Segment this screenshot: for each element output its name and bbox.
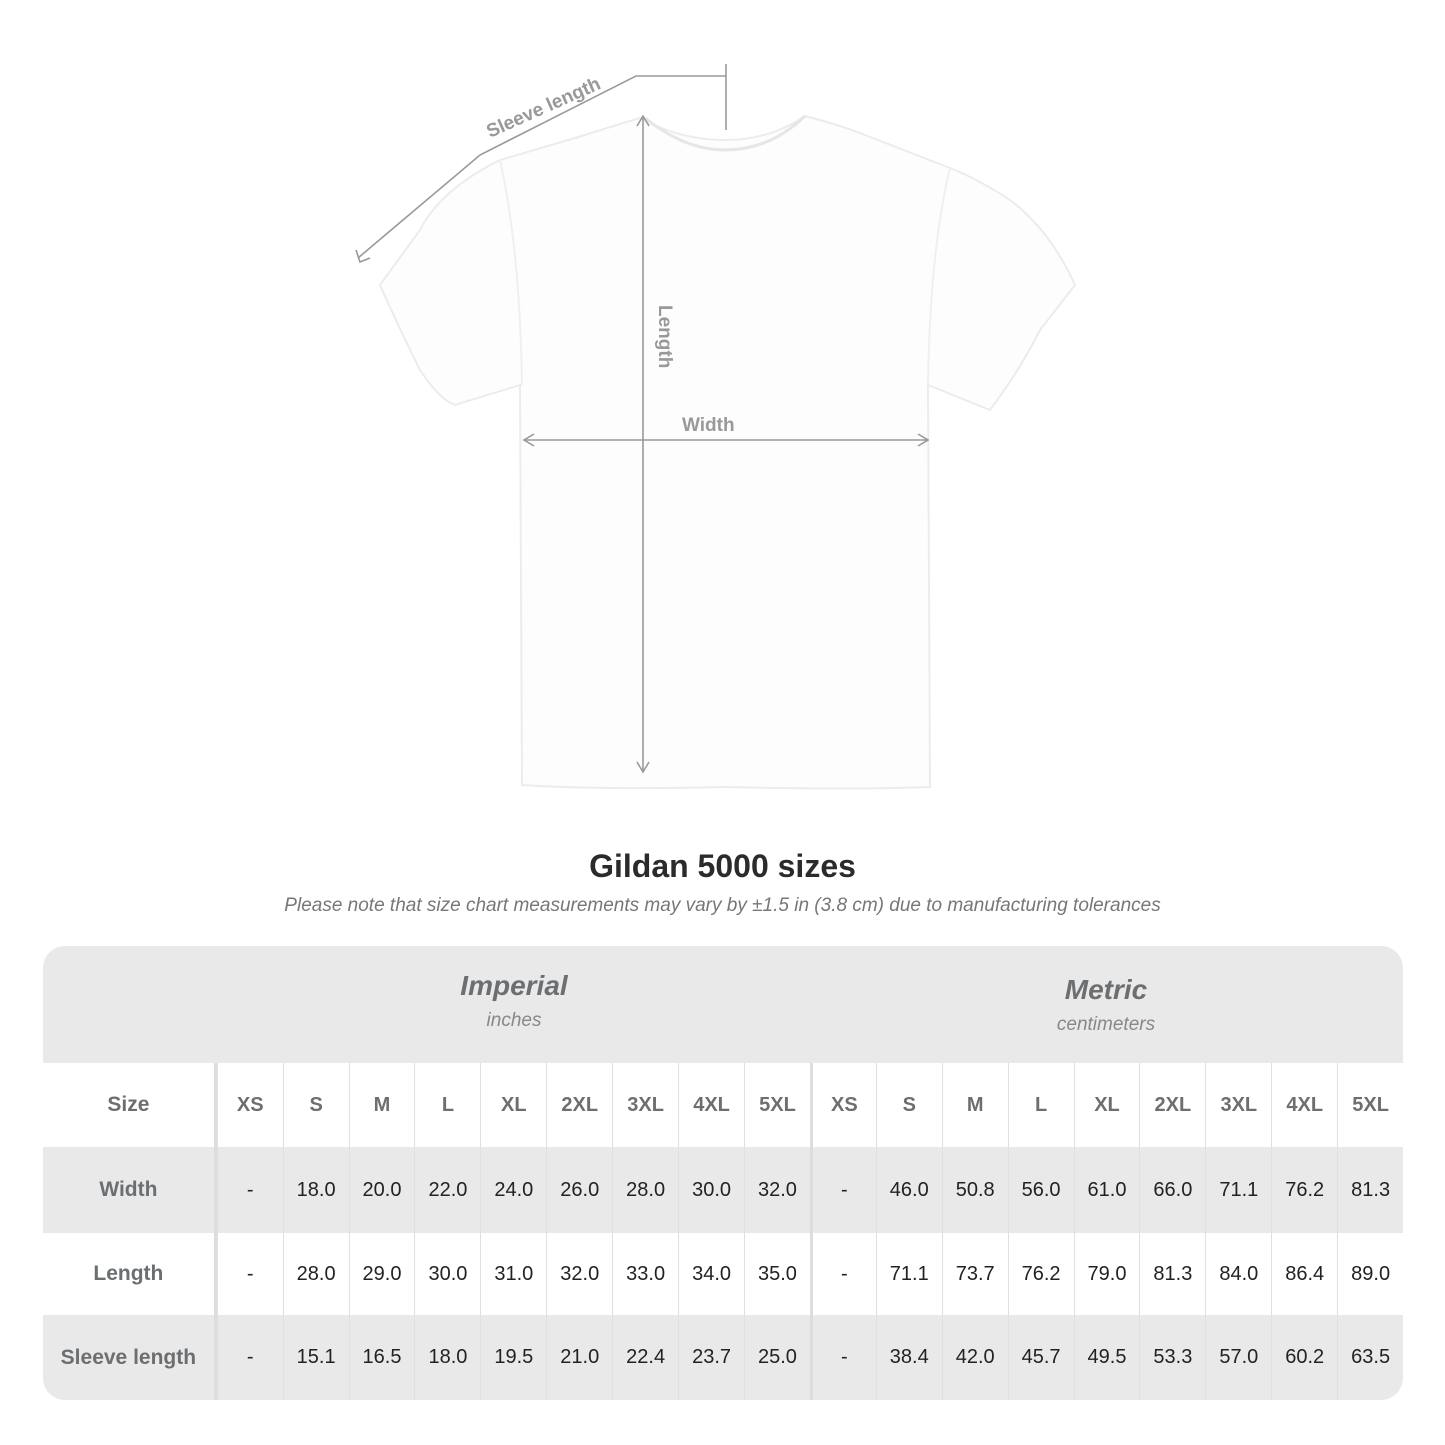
table-cell-imperial: 19.5 xyxy=(480,1315,546,1400)
table-cell-metric: 73.7 xyxy=(941,1233,1008,1315)
table-cell-metric: 50.8 xyxy=(941,1147,1008,1233)
size-header-metric: 3XL xyxy=(1205,1063,1271,1147)
table-cell-metric: - xyxy=(809,1147,876,1233)
table-cell-metric: 49.5 xyxy=(1073,1315,1140,1400)
table-cell-metric: 89.0 xyxy=(1337,1233,1403,1315)
table-cell-imperial: 28.0 xyxy=(282,1233,349,1315)
table-cell-metric: 46.0 xyxy=(875,1147,942,1233)
table-row: Width -18.0 20.0 22.0 24.0 26.0 28.0 30.0 32.0-4… xyxy=(43,1147,1403,1233)
chart-title: Gildan 5000 sizes xyxy=(589,848,856,884)
size-header-metric: XL xyxy=(1073,1063,1140,1147)
imperial-unit: inches xyxy=(486,1010,542,1031)
size-header-metric: XS xyxy=(809,1063,876,1147)
table-row: Length -28.0 29.0 30.0 31.0 32.0 33.0 34.0 35.0-… xyxy=(43,1233,1403,1315)
metric-title: Metric xyxy=(1064,974,1148,1005)
table-cell-imperial: 30.0 xyxy=(414,1233,480,1315)
size-header-imperial: S xyxy=(282,1063,349,1147)
table-cell-metric: 71.1 xyxy=(1205,1147,1271,1233)
table-cell-imperial: 18.0 xyxy=(282,1147,349,1233)
tolerance-note: Please note that size chart measurements… xyxy=(284,895,1161,916)
table-cell-metric: 76.2 xyxy=(1007,1233,1074,1315)
size-header-metric: 4XL xyxy=(1271,1063,1337,1147)
table-cell-metric: 53.3 xyxy=(1139,1315,1205,1400)
table-cell-metric: 76.2 xyxy=(1271,1147,1337,1233)
size-label: Size xyxy=(43,1063,217,1147)
table-cell-imperial: 35.0 xyxy=(744,1233,810,1315)
row-label: Length xyxy=(43,1233,217,1315)
table-cell-metric: 60.2 xyxy=(1271,1315,1337,1400)
size-header-metric: L xyxy=(1007,1063,1074,1147)
table-cell-metric: 57.0 xyxy=(1205,1315,1271,1400)
table-cell-imperial: 22.0 xyxy=(414,1147,480,1233)
table-cell-metric: - xyxy=(809,1315,876,1400)
table-cell-metric: 81.3 xyxy=(1337,1147,1403,1233)
table-cell-imperial: 33.0 xyxy=(612,1233,678,1315)
table-cell-imperial: 34.0 xyxy=(678,1233,744,1315)
metric-unit: centimeters xyxy=(1056,1014,1156,1035)
table-cell-imperial: 26.0 xyxy=(546,1147,612,1233)
table-cell-imperial: 30.0 xyxy=(678,1147,744,1233)
tshirt-image xyxy=(378,114,1077,790)
size-header-imperial: 4XL xyxy=(678,1063,744,1147)
table-cell-imperial: 31.0 xyxy=(480,1233,546,1315)
table-header-band xyxy=(43,946,1403,1063)
table-cell-imperial: 18.0 xyxy=(414,1315,480,1400)
table-cell-metric: 66.0 xyxy=(1139,1147,1205,1233)
table-cell-metric: 45.7 xyxy=(1007,1315,1074,1400)
table-cell-imperial: 22.4 xyxy=(612,1315,678,1400)
size-table: Imperial inches Metric centimeters Size X… xyxy=(43,946,1403,1400)
width-label: Width xyxy=(682,415,735,436)
size-header-imperial: 3XL xyxy=(612,1063,678,1147)
table-cell-metric: 79.0 xyxy=(1073,1233,1140,1315)
table-cell-imperial: 28.0 xyxy=(612,1147,678,1233)
table-cell-metric: - xyxy=(809,1233,876,1315)
size-header-imperial: L xyxy=(414,1063,480,1147)
table-cell-imperial: 32.0 xyxy=(546,1233,612,1315)
row-label: Width xyxy=(43,1147,217,1233)
table-cell-imperial: 24.0 xyxy=(480,1147,546,1233)
table-cell-metric: 86.4 xyxy=(1271,1233,1337,1315)
size-header-metric: 2XL xyxy=(1139,1063,1205,1147)
table-cell-imperial: 16.5 xyxy=(348,1315,415,1400)
table-cell-imperial: 20.0 xyxy=(348,1147,415,1233)
table-cell-imperial: 25.0 xyxy=(744,1315,810,1400)
row-label: Sleeve length xyxy=(43,1315,217,1400)
measurement-lines xyxy=(355,64,930,774)
table-cell-imperial: - xyxy=(216,1233,283,1315)
table-cell-metric: 81.3 xyxy=(1139,1233,1205,1315)
imperial-title: Imperial xyxy=(460,970,568,1001)
table-cell-imperial: 32.0 xyxy=(744,1147,810,1233)
table-cell-metric: 61.0 xyxy=(1073,1147,1140,1233)
table-cell-metric: 38.4 xyxy=(875,1315,942,1400)
table-cell-metric: 56.0 xyxy=(1007,1147,1074,1233)
imperial-header: Imperial inches xyxy=(217,970,811,1032)
table-cell-imperial: 15.1 xyxy=(282,1315,349,1400)
table-cell-imperial: 29.0 xyxy=(348,1233,415,1315)
table-cell-imperial: 23.7 xyxy=(678,1315,744,1400)
size-header-metric: 5XL xyxy=(1337,1063,1403,1147)
table-cell-metric: 42.0 xyxy=(941,1315,1008,1400)
table-cell-metric: 84.0 xyxy=(1205,1233,1271,1315)
table-cell-metric: 63.5 xyxy=(1337,1315,1403,1400)
size-header-imperial: XL xyxy=(480,1063,546,1147)
tshirt-diagram: Sleeve length Length Width xyxy=(355,64,1077,790)
table-cell-imperial: - xyxy=(216,1147,283,1233)
length-label: Length xyxy=(654,305,675,368)
table-cell-imperial: - xyxy=(216,1315,283,1400)
size-header-metric: M xyxy=(941,1063,1008,1147)
size-header-row: Size XS S M L XL 2XL 3XL 4XL 5XL XS S M L XL 2XL 3XL 4XL 5… xyxy=(43,1063,1403,1147)
size-header-imperial: M xyxy=(348,1063,415,1147)
table-cell-imperial: 21.0 xyxy=(546,1315,612,1400)
metric-header: Metric centimeters xyxy=(809,974,1403,1036)
table-cell-metric: 71.1 xyxy=(875,1233,942,1315)
sleeve-length-label: Sleeve length xyxy=(483,74,603,143)
size-header-imperial: 2XL xyxy=(546,1063,612,1147)
size-header-imperial: XS xyxy=(216,1063,283,1147)
size-header-metric: S xyxy=(875,1063,942,1147)
size-header-imperial: 5XL xyxy=(744,1063,810,1147)
table-row: Sleeve length -15.1 16.5 18.0 19.5 21.0 22.4 23… xyxy=(43,1315,1403,1400)
collar xyxy=(644,114,807,152)
